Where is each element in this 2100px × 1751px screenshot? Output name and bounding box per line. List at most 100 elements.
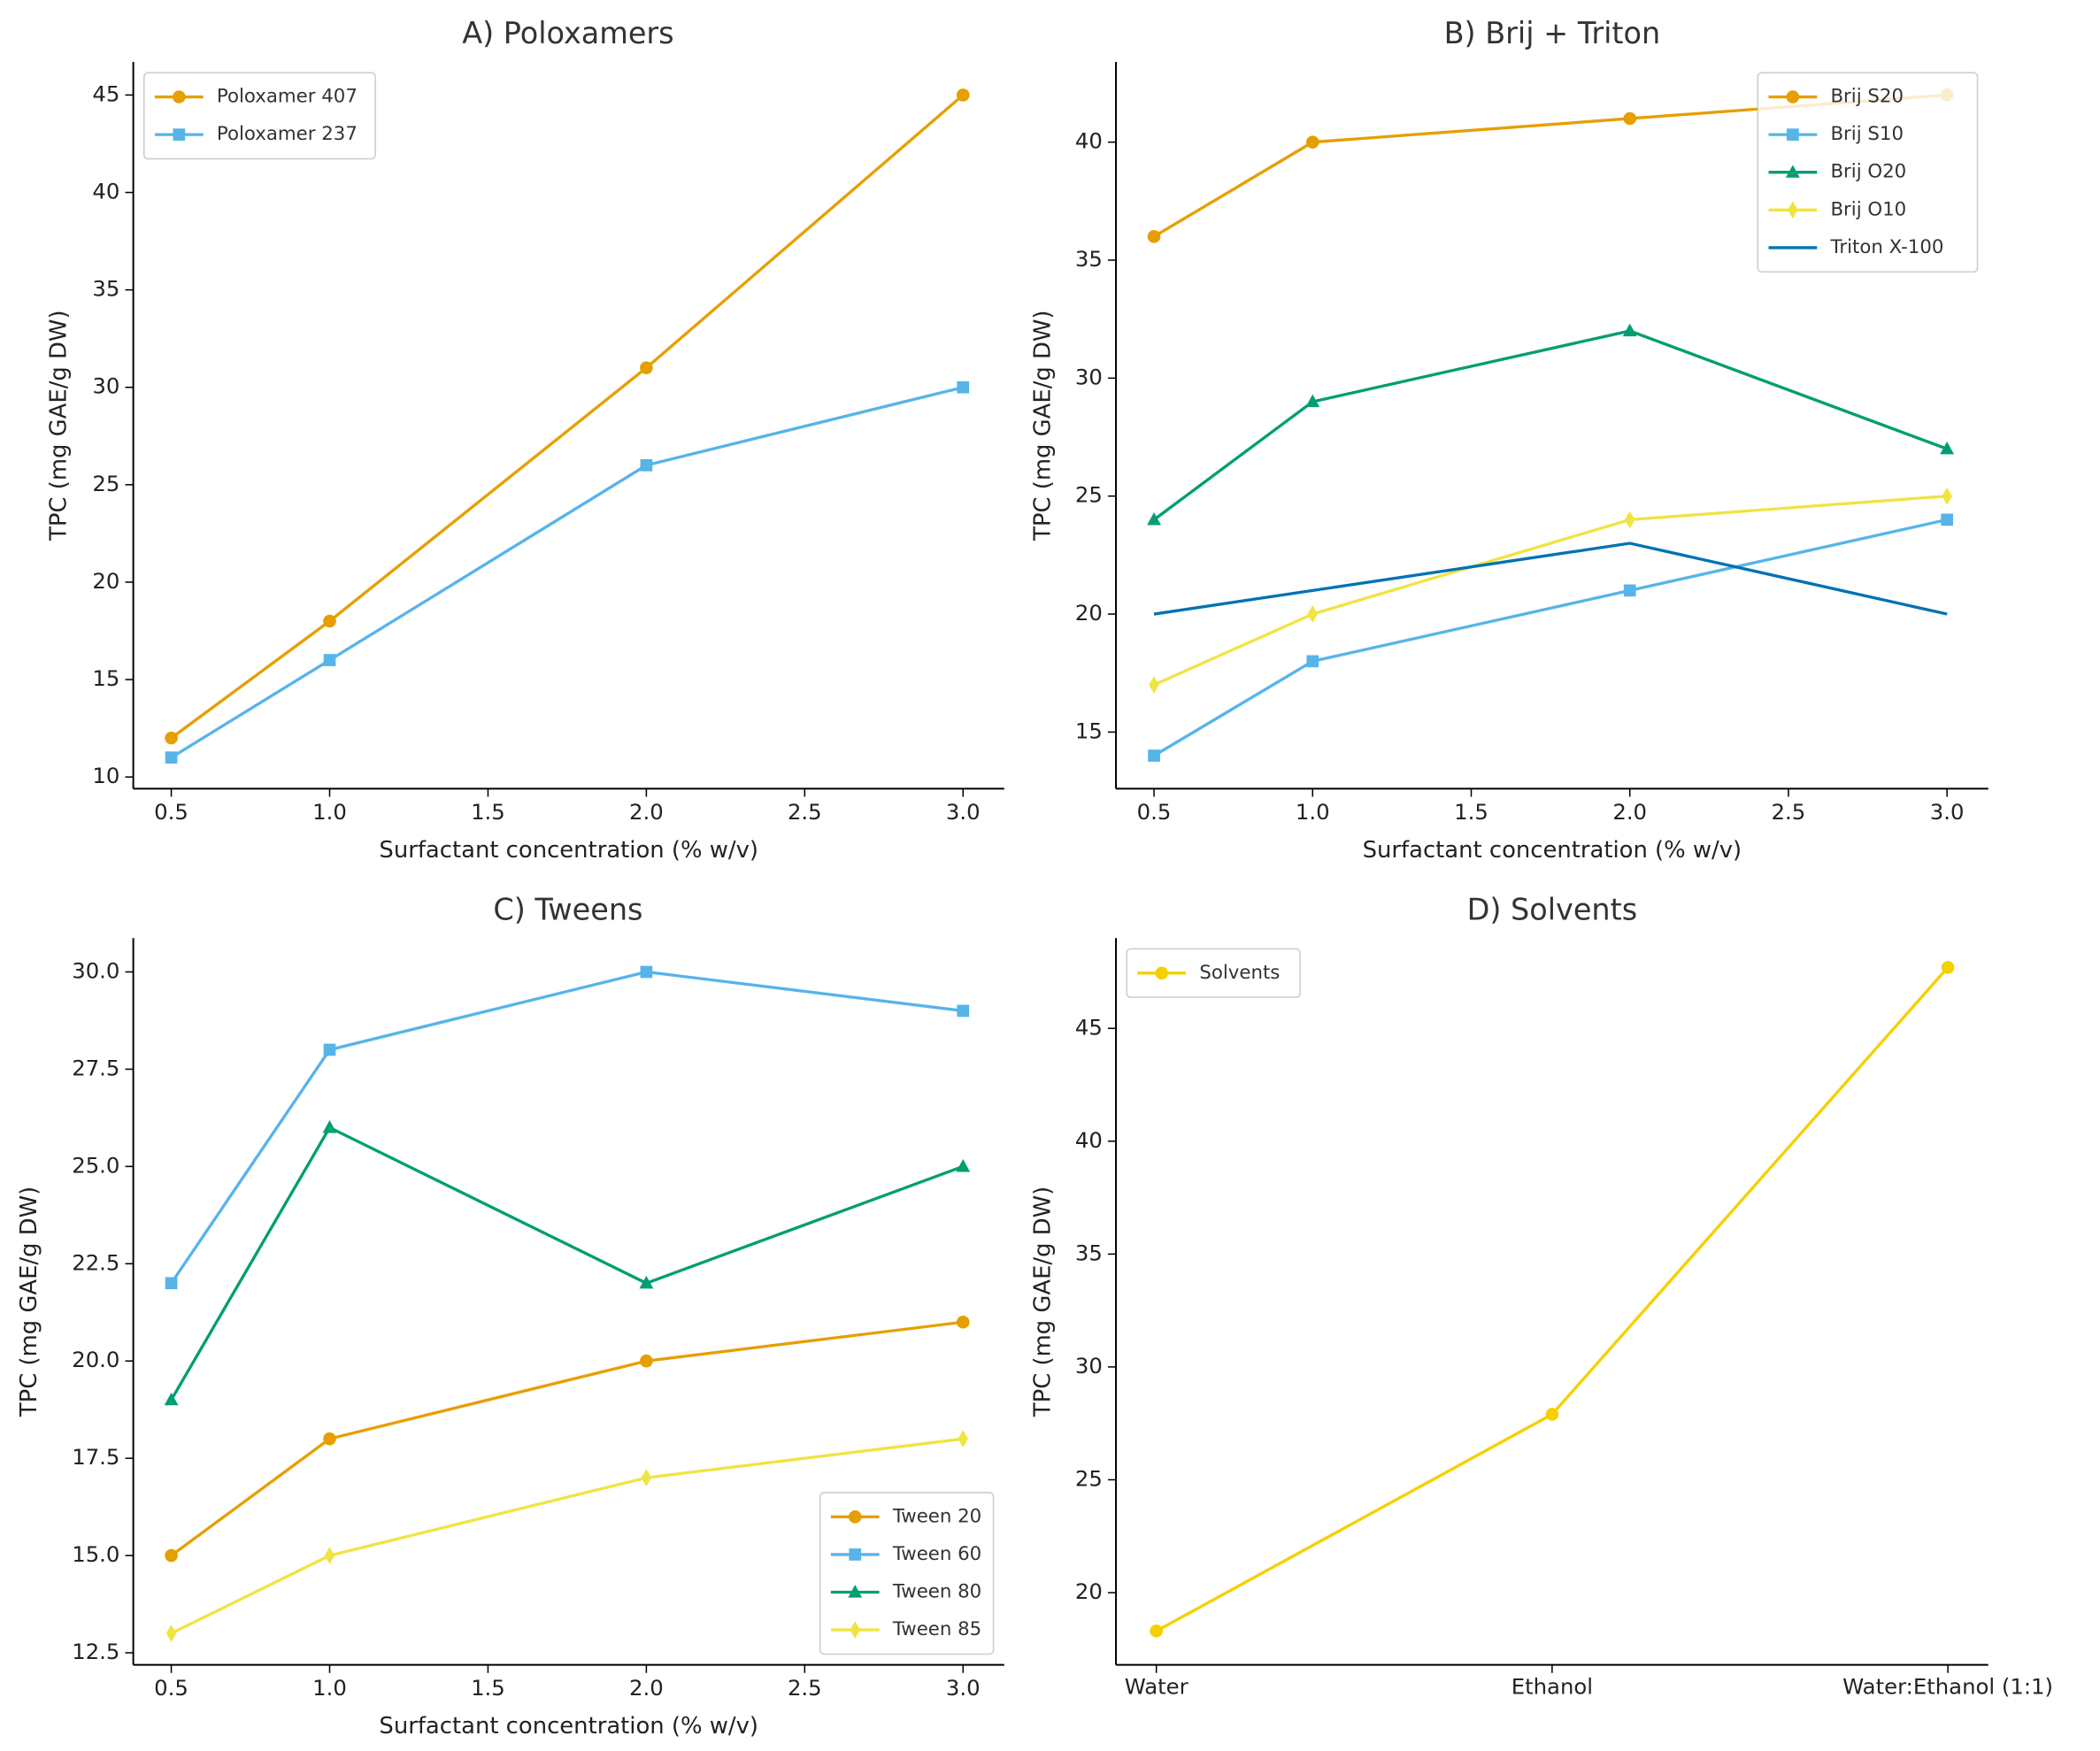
marker	[165, 731, 178, 745]
x-tick-label: Ethanol	[1512, 1674, 1593, 1700]
marker	[323, 654, 336, 666]
y-axis-label: TPC (mg GAE/g DW)	[1029, 310, 1056, 541]
y-axis-label: TPC (mg GAE/g DW)	[1029, 1187, 1056, 1417]
legend-label: Tween 60	[892, 1543, 981, 1565]
y-tick-label: 27.5	[72, 1055, 119, 1080]
y-axis-label: TPC (mg GAE/g DW)	[16, 1187, 42, 1417]
marker	[1147, 511, 1161, 526]
marker	[1149, 676, 1159, 694]
legend-label: Tween 85	[892, 1618, 981, 1640]
y-tick-label: 20	[1075, 600, 1103, 626]
marker	[164, 1392, 179, 1406]
x-tick-label: 1.5	[471, 799, 505, 825]
legend-label: Poloxamer 237	[217, 123, 358, 145]
x-tick-label: 0.5	[154, 1675, 188, 1701]
marker	[165, 1548, 178, 1563]
x-tick-label: 3.0	[1930, 799, 1965, 825]
y-tick-label: 45	[1075, 1014, 1103, 1040]
marker	[323, 614, 336, 628]
legend-label: Poloxamer 407	[217, 86, 358, 108]
marker	[640, 361, 653, 375]
legend-label: Brij O20	[1830, 161, 1906, 183]
x-axis-label: Surfactant concentration (% w/v)	[379, 837, 758, 864]
y-tick-label: 45	[92, 81, 119, 106]
marker	[640, 965, 653, 979]
marker	[173, 128, 186, 141]
x-tick-label: Water:Ethanol (1:1)	[1842, 1674, 2053, 1700]
marker	[1787, 128, 1799, 141]
marker	[1545, 1408, 1559, 1421]
line	[1153, 518, 1948, 757]
legend-label: Brij S10	[1830, 123, 1904, 145]
marker	[1305, 135, 1319, 149]
y-tick-label: 15.0	[72, 1541, 119, 1567]
marker	[956, 1158, 971, 1172]
marker	[1785, 165, 1800, 178]
y-tick-label: 15	[92, 665, 119, 691]
marker	[1147, 230, 1161, 243]
legend-label: Triton X-100	[1829, 236, 1943, 258]
marker	[641, 1469, 652, 1487]
y-tick-label: 12.5	[72, 1639, 119, 1664]
y-tick-label: 40	[1075, 128, 1103, 154]
y-tick-label: 15	[1075, 718, 1103, 743]
line	[1155, 966, 1950, 1632]
marker	[1786, 90, 1800, 104]
marker	[1306, 655, 1319, 668]
marker	[1940, 441, 1955, 455]
marker	[1155, 966, 1169, 980]
x-tick-label: 3.0	[946, 799, 981, 825]
line	[170, 970, 964, 1285]
y-tick-label: 25	[1075, 482, 1103, 508]
chart-title: D) Solvents	[1467, 892, 1638, 926]
x-tick-label: 1.0	[1296, 799, 1330, 825]
y-tick-label: 30	[92, 373, 119, 399]
y-tick-label: 20	[1075, 1578, 1103, 1604]
y-tick-label: 22.5	[72, 1249, 119, 1275]
marker	[1622, 323, 1637, 337]
marker	[639, 1275, 654, 1289]
marker	[1148, 749, 1160, 762]
marker	[956, 1315, 970, 1329]
marker	[1623, 111, 1637, 126]
marker	[957, 380, 970, 394]
x-tick-label: 1.5	[1454, 799, 1488, 825]
marker	[958, 1430, 969, 1448]
legend-label: Solvents	[1199, 962, 1280, 984]
marker	[322, 1120, 337, 1133]
y-tick-label: 25	[92, 471, 119, 496]
y-tick-label: 35	[1075, 1240, 1103, 1265]
legend-label: Brij S20	[1830, 86, 1904, 108]
marker	[1305, 394, 1320, 408]
y-tick-label: 20.0	[72, 1347, 119, 1372]
y-tick-label: 25.0	[72, 1152, 119, 1178]
line	[170, 94, 965, 740]
x-tick-label: 1.5	[471, 1675, 505, 1701]
marker	[848, 1510, 862, 1524]
x-tick-label: 2.5	[788, 1675, 822, 1701]
y-tick-label: 35	[1075, 246, 1103, 272]
marker	[956, 88, 970, 102]
legend-box	[1126, 948, 1301, 998]
x-tick-label: 1.0	[312, 1675, 347, 1701]
legend-box	[1757, 72, 1979, 273]
y-tick-label: 10	[92, 763, 119, 788]
marker	[1624, 511, 1635, 529]
marker	[323, 1432, 336, 1446]
y-tick-label: 25	[1075, 1465, 1103, 1491]
x-axis-label: Surfactant concentration (% w/v)	[379, 1713, 758, 1739]
line	[1153, 541, 1948, 616]
legend-label: Tween 20	[892, 1505, 981, 1527]
y-axis-label: TPC (mg GAE/g DW)	[45, 310, 72, 541]
y-tick-label: 35	[92, 276, 119, 302]
line	[170, 1125, 964, 1402]
legend-box	[819, 1492, 995, 1655]
y-tick-label: 20	[92, 568, 119, 594]
line	[1153, 495, 1948, 687]
marker	[957, 1004, 970, 1018]
marker	[1942, 487, 1952, 505]
marker	[848, 1585, 863, 1598]
marker	[165, 751, 178, 764]
